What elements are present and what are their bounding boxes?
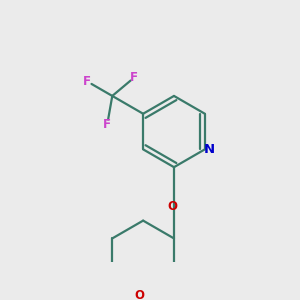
Text: N: N — [203, 143, 214, 156]
Text: F: F — [83, 75, 92, 88]
Text: F: F — [103, 118, 111, 131]
Text: F: F — [130, 71, 138, 84]
Text: O: O — [168, 200, 178, 213]
Text: O: O — [134, 290, 144, 300]
